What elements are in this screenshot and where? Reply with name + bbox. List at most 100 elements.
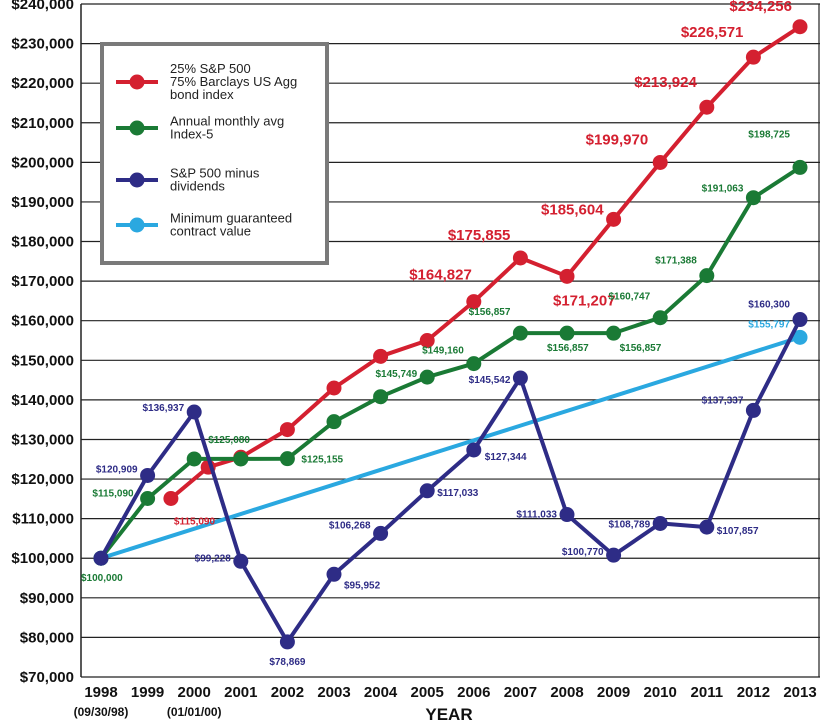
data-label: $117,033 <box>437 488 479 499</box>
data-point <box>326 414 342 430</box>
x-tick-label: 2007 <box>504 684 537 701</box>
data-point <box>279 422 295 438</box>
data-label: $127,344 <box>485 452 527 463</box>
legend-label: 25% S&P 500 75% Barclays US Agg bond index <box>170 61 297 102</box>
data-label: $100,000 <box>81 573 123 584</box>
y-axis: $70,000 $80,000 $90,000 $100,000 $110,000 $12… <box>11 0 74 686</box>
legend-swatch-marker <box>129 120 145 136</box>
data-label: $171,207 <box>553 292 616 309</box>
legend: 25% S&P 500 75% Barclays US Agg bond index… <box>100 42 329 265</box>
data-label: $213,924 <box>634 74 697 91</box>
legend-swatch-marker <box>129 217 145 233</box>
data-point <box>279 451 295 467</box>
data-label: $171,388 <box>655 256 697 267</box>
data-label: $191,063 <box>702 184 744 195</box>
data-point <box>419 333 435 348</box>
legend-label: S&P 500 minus dividends <box>170 166 260 194</box>
y-tick-label: $70,000 <box>20 669 74 686</box>
data-label: $125,080 <box>208 435 250 446</box>
data-label: $78,869 <box>269 657 306 668</box>
data-point <box>186 404 202 420</box>
x-tick-label: 2008 <box>550 684 583 701</box>
data-label: $156,857 <box>620 343 662 354</box>
data-point <box>163 490 179 506</box>
plot-series <box>93 19 808 650</box>
data-label: $108,789 <box>608 519 650 530</box>
x-tick-label: 2000 <box>178 684 211 701</box>
data-point <box>373 389 389 405</box>
data-point <box>419 369 435 385</box>
legend-swatch-marker <box>129 74 145 90</box>
data-label: $99,228 <box>195 553 232 564</box>
x-tick-label: 2009 <box>597 684 630 701</box>
data-point <box>559 268 575 284</box>
y-tick-label: $170,000 <box>11 273 74 290</box>
data-point <box>792 329 808 345</box>
y-tick-label: $120,000 <box>11 471 74 488</box>
data-label: $100,770 <box>562 547 604 558</box>
series-line <box>100 335 801 561</box>
data-label: $106,268 <box>329 520 371 531</box>
x-tick-label: 2006 <box>457 684 490 701</box>
x-tick-label: 2004 <box>364 684 398 701</box>
data-label: $226,571 <box>681 24 744 41</box>
data-label: $136,937 <box>142 403 184 414</box>
y-tick-label: $230,000 <box>11 36 74 53</box>
x-axis: 1998 1999 2000 2001 2002 2003 2004 2005 2006 2007… <box>74 684 817 719</box>
y-tick-label: $160,000 <box>11 313 74 330</box>
series-line <box>99 318 802 644</box>
data-point <box>326 380 342 396</box>
y-tick-label: $200,000 <box>11 154 74 171</box>
data-label: $125,155 <box>301 455 343 466</box>
x-tick-label: 2013 <box>783 684 816 701</box>
data-point <box>652 310 668 326</box>
data-label: $199,970 <box>586 131 649 148</box>
x-tick-label: 1999 <box>131 684 164 701</box>
x-tick-label: 2005 <box>411 684 444 701</box>
data-point <box>792 312 808 328</box>
y-tick-label: $150,000 <box>11 352 74 369</box>
data-label: $185,604 <box>541 201 604 218</box>
y-tick-label: $110,000 <box>12 511 74 528</box>
data-point <box>233 553 249 569</box>
y-tick-label: $220,000 <box>11 75 74 92</box>
data-label: $160,300 <box>748 300 790 311</box>
x-tick-label: 2003 <box>317 684 350 701</box>
data-label: $156,857 <box>547 343 589 354</box>
data-label: $149,160 <box>422 346 464 357</box>
data-point <box>699 268 715 284</box>
data-label: $234,256 <box>729 0 792 15</box>
data-point <box>466 356 482 372</box>
x-axis-title: YEAR <box>425 705 472 724</box>
data-point <box>606 547 622 563</box>
data-point <box>512 325 528 341</box>
data-point <box>419 483 435 499</box>
data-point <box>140 467 156 483</box>
y-tick-label: $140,000 <box>11 392 74 409</box>
y-tick-label: $130,000 <box>11 431 74 448</box>
x-tick-label: 2012 <box>737 684 770 701</box>
data-point <box>512 250 528 266</box>
y-tick-label: $210,000 <box>11 115 74 132</box>
data-point <box>466 294 482 310</box>
data-point <box>512 370 528 386</box>
data-point <box>652 515 668 531</box>
data-point <box>466 442 482 458</box>
data-point <box>93 550 109 566</box>
data-point <box>792 19 808 35</box>
data-label: $175,855 <box>448 227 511 244</box>
legend-label: Annual monthly avg Index-5 <box>170 114 284 142</box>
data-point <box>606 325 622 341</box>
data-label: $198,725 <box>748 129 790 140</box>
data-label: $164,827 <box>409 267 472 284</box>
x-tick-label: 2011 <box>691 684 724 701</box>
x-tick-label: 2002 <box>271 684 304 701</box>
data-label: $156,857 <box>469 307 511 318</box>
legend-swatch-marker <box>129 172 145 188</box>
data-label: $115,090 <box>92 488 134 499</box>
data-label: $145,542 <box>469 375 511 386</box>
y-tick-label: $240,000 <box>11 0 74 13</box>
data-label: $155,797 <box>748 319 790 330</box>
x-tick-label: 2010 <box>644 684 677 701</box>
